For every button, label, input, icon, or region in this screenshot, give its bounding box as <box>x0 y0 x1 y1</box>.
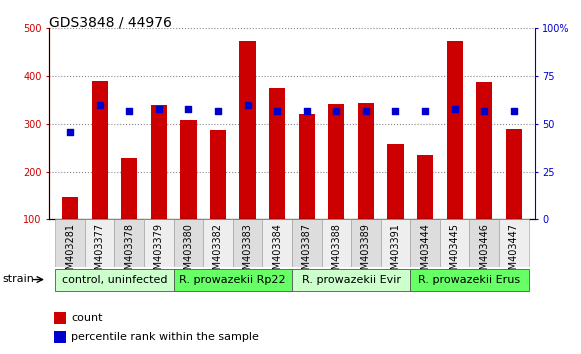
Text: GSM403445: GSM403445 <box>450 223 460 282</box>
Bar <box>292 219 321 267</box>
Text: GSM403388: GSM403388 <box>331 223 341 282</box>
Text: GSM403384: GSM403384 <box>272 223 282 282</box>
Bar <box>233 219 263 267</box>
Point <box>66 129 75 135</box>
Text: strain: strain <box>2 274 34 284</box>
Bar <box>410 269 529 291</box>
Bar <box>321 219 351 267</box>
Bar <box>239 41 256 219</box>
Bar <box>440 219 469 267</box>
Text: GSM403387: GSM403387 <box>302 223 312 282</box>
Bar <box>121 158 137 219</box>
Bar <box>55 219 85 267</box>
Text: GSM403378: GSM403378 <box>124 223 134 282</box>
Bar <box>505 129 522 219</box>
Point <box>243 102 252 108</box>
Text: GDS3848 / 44976: GDS3848 / 44976 <box>49 16 172 30</box>
Text: control, uninfected: control, uninfected <box>62 275 167 285</box>
Text: GSM403447: GSM403447 <box>509 223 519 282</box>
Bar <box>114 219 144 267</box>
Text: GSM403281: GSM403281 <box>65 223 75 282</box>
Text: GSM403446: GSM403446 <box>479 223 489 282</box>
Bar <box>328 104 345 219</box>
Point <box>450 106 460 112</box>
Text: GSM403380: GSM403380 <box>184 223 193 282</box>
Text: GSM403382: GSM403382 <box>213 223 223 282</box>
Point <box>361 108 371 113</box>
Bar <box>150 105 167 219</box>
Point <box>95 102 105 108</box>
Bar <box>174 269 292 291</box>
Point <box>154 106 163 112</box>
Bar <box>54 331 66 343</box>
Bar <box>180 120 196 219</box>
Bar <box>476 82 492 219</box>
Text: R. prowazekii Rp22: R. prowazekii Rp22 <box>180 275 286 285</box>
Point <box>509 108 518 113</box>
Point <box>184 106 193 112</box>
Bar <box>410 219 440 267</box>
Point <box>332 108 341 113</box>
Bar <box>499 219 529 267</box>
Bar <box>469 219 499 267</box>
Bar <box>269 88 285 219</box>
Text: R. prowazekii Evir: R. prowazekii Evir <box>302 275 401 285</box>
Bar <box>388 144 404 219</box>
Bar <box>174 219 203 267</box>
Bar <box>144 219 174 267</box>
Point <box>213 108 223 113</box>
Bar <box>351 219 381 267</box>
Text: GSM403377: GSM403377 <box>95 223 105 282</box>
Bar <box>358 103 374 219</box>
Point <box>272 108 282 113</box>
Text: percentile rank within the sample: percentile rank within the sample <box>71 332 259 342</box>
Bar <box>203 219 233 267</box>
Text: GSM403383: GSM403383 <box>243 223 253 282</box>
Text: GSM403379: GSM403379 <box>154 223 164 282</box>
Bar <box>85 219 114 267</box>
Point <box>391 108 400 113</box>
Bar <box>447 41 463 219</box>
Point <box>421 108 430 113</box>
Text: count: count <box>71 313 103 322</box>
Text: GSM403444: GSM403444 <box>420 223 430 282</box>
Bar <box>381 219 410 267</box>
Point <box>302 108 311 113</box>
Bar <box>54 312 66 324</box>
Text: R. prowazekii Erus: R. prowazekii Erus <box>418 275 521 285</box>
Point <box>124 108 134 113</box>
Bar <box>62 196 78 219</box>
Point <box>479 108 489 113</box>
Bar <box>299 114 315 219</box>
Text: GSM403391: GSM403391 <box>390 223 400 282</box>
Bar <box>263 219 292 267</box>
Bar <box>417 155 433 219</box>
Bar <box>210 130 226 219</box>
Bar <box>55 269 174 291</box>
Bar <box>292 269 410 291</box>
Text: GSM403389: GSM403389 <box>361 223 371 282</box>
Bar <box>92 81 108 219</box>
